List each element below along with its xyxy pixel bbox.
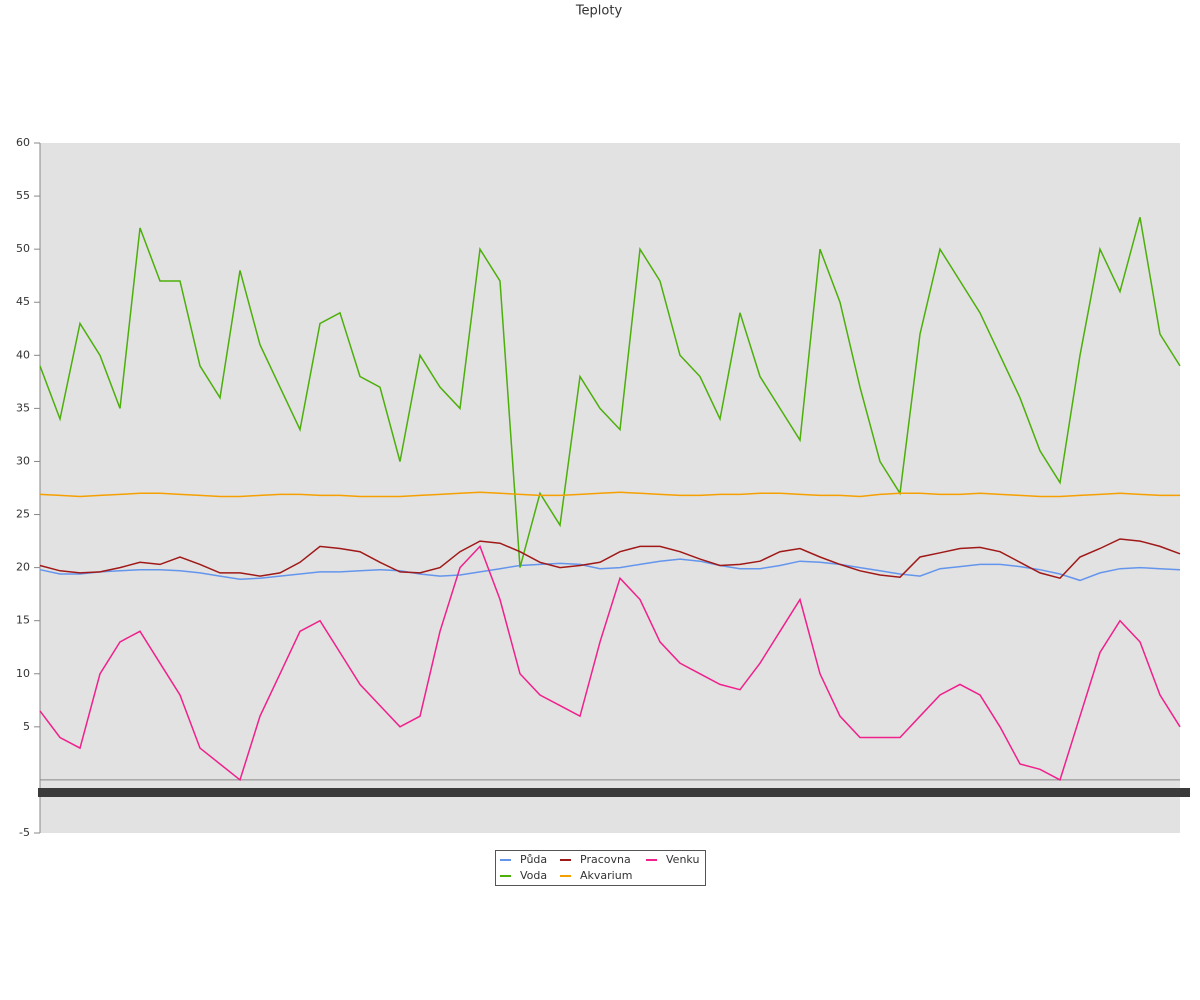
series-line [39, 558, 1181, 582]
y-tick-label: 15 [16, 614, 30, 627]
y-tick-label: 35 [16, 401, 30, 414]
y-tick-label: 5 [23, 720, 30, 733]
legend [495, 850, 706, 886]
legend-label: Akvarium [580, 869, 632, 882]
legend-label: Voda [520, 869, 547, 882]
x-tick-labels-overlap [38, 788, 1190, 797]
y-tick-label: 50 [16, 242, 30, 255]
legend-label: Venku [666, 853, 699, 866]
y-tick-label: 25 [16, 508, 30, 521]
series-line [39, 545, 1181, 782]
plot-area [40, 143, 1180, 833]
legend-label: Pracovna [580, 853, 631, 866]
series-line [39, 491, 1180, 498]
y-tick-label: 45 [16, 295, 30, 308]
y-tick-label: 20 [16, 561, 30, 574]
y-tick-label: 40 [16, 348, 30, 361]
series-line [39, 217, 1181, 568]
legend-label: Půda [520, 853, 547, 866]
y-tick-label: 60 [16, 136, 30, 149]
y-tick-label: -5 [19, 826, 30, 839]
series-line [39, 538, 1181, 580]
chart-title: Teploty [575, 4, 623, 19]
y-tick-label: 10 [16, 667, 30, 680]
y-tick-label: 55 [16, 189, 30, 202]
y-tick-label: 30 [16, 454, 30, 467]
